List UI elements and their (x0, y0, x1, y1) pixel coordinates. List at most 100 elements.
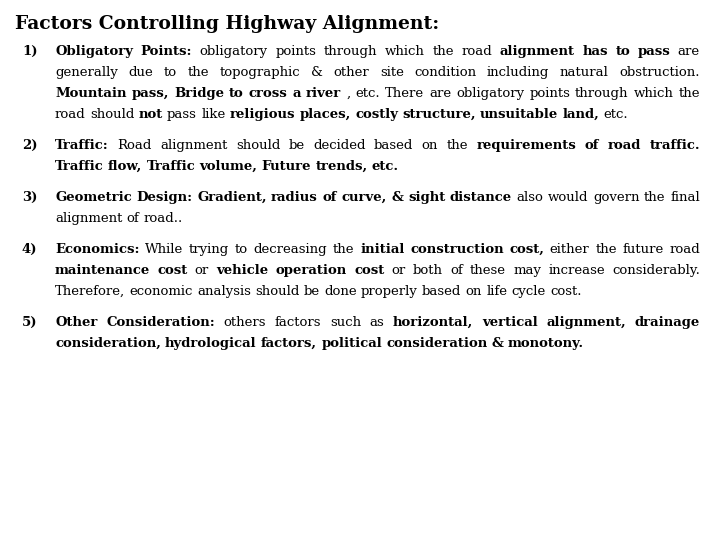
Text: Geometric: Geometric (55, 191, 132, 204)
Text: based: based (374, 139, 413, 152)
Text: cross: cross (248, 87, 287, 100)
Text: volume,: volume, (199, 160, 257, 173)
Text: be: be (289, 139, 305, 152)
Text: or: or (392, 264, 405, 277)
Text: road: road (608, 139, 641, 152)
Text: the: the (432, 45, 454, 58)
Text: Other: Other (55, 316, 97, 329)
Text: monotony.: monotony. (508, 337, 584, 350)
Text: cost: cost (354, 264, 384, 277)
Text: Consideration:: Consideration: (106, 316, 215, 329)
Text: &: & (492, 337, 504, 350)
Text: would: would (548, 191, 588, 204)
Text: of: of (127, 212, 140, 225)
Text: future: future (622, 243, 664, 256)
Text: condition: condition (414, 66, 477, 79)
Text: to: to (616, 45, 630, 58)
Text: requirements: requirements (477, 139, 576, 152)
Text: alignment: alignment (160, 139, 228, 152)
Text: places,: places, (300, 108, 351, 121)
Text: Economics:: Economics: (55, 243, 140, 256)
Text: to: to (229, 87, 243, 100)
Text: decided: decided (313, 139, 366, 152)
Text: may: may (513, 264, 541, 277)
Text: cycle: cycle (512, 285, 546, 298)
Text: pass,: pass, (132, 87, 169, 100)
Text: based: based (422, 285, 462, 298)
Text: trends,: trends, (315, 160, 367, 173)
Text: not: not (139, 108, 163, 121)
Text: distance: distance (450, 191, 512, 204)
Text: etc.: etc. (355, 87, 380, 100)
Text: should: should (90, 108, 135, 121)
Text: through: through (324, 45, 377, 58)
Text: points: points (275, 45, 316, 58)
Text: &: & (392, 191, 403, 204)
Text: generally: generally (55, 66, 118, 79)
Text: Future: Future (261, 160, 311, 173)
Text: construction: construction (410, 243, 504, 256)
Text: religious: religious (230, 108, 295, 121)
Text: Traffic:: Traffic: (55, 139, 109, 152)
Text: both: both (413, 264, 443, 277)
Text: also: also (516, 191, 544, 204)
Text: river: river (306, 87, 341, 100)
Text: on: on (466, 285, 482, 298)
Text: these: these (470, 264, 506, 277)
Text: as: as (369, 316, 384, 329)
Text: Traffic: Traffic (55, 160, 104, 173)
Text: While: While (145, 243, 184, 256)
Text: initial: initial (360, 243, 405, 256)
Text: hydrological: hydrological (165, 337, 257, 350)
Text: should: should (255, 285, 300, 298)
Text: curve,: curve, (341, 191, 387, 204)
Text: etc.: etc. (603, 108, 628, 121)
Text: drainage: drainage (635, 316, 700, 329)
Text: obligatory: obligatory (456, 87, 524, 100)
Text: Mountain: Mountain (55, 87, 127, 100)
Text: like: like (202, 108, 225, 121)
Text: are: are (678, 45, 700, 58)
Text: other: other (333, 66, 369, 79)
Text: should: should (235, 139, 280, 152)
Text: decreasing: decreasing (253, 243, 328, 256)
Text: Design:: Design: (136, 191, 192, 204)
Text: political: political (321, 337, 382, 350)
Text: topographic: topographic (220, 66, 300, 79)
Text: either: either (550, 243, 590, 256)
Text: alignment,: alignment, (546, 316, 626, 329)
Text: which: which (634, 87, 673, 100)
Text: operation: operation (276, 264, 347, 277)
Text: such: such (330, 316, 361, 329)
Text: consideration: consideration (386, 337, 487, 350)
Text: through: through (575, 87, 629, 100)
Text: the: the (678, 87, 700, 100)
Text: consideration,: consideration, (55, 337, 161, 350)
Text: be: be (304, 285, 320, 298)
Text: flow,: flow, (108, 160, 143, 173)
Text: done: done (324, 285, 356, 298)
Text: Obligatory: Obligatory (55, 45, 133, 58)
Text: Bridge: Bridge (174, 87, 224, 100)
Text: 4): 4) (22, 243, 37, 256)
Text: to: to (164, 66, 177, 79)
Text: sight: sight (408, 191, 445, 204)
Text: final: final (670, 191, 700, 204)
Text: unsuitable: unsuitable (480, 108, 558, 121)
Text: site: site (379, 66, 404, 79)
Text: factors,: factors, (261, 337, 317, 350)
Text: road..: road.. (143, 212, 183, 225)
Text: on: on (422, 139, 438, 152)
Text: the: the (644, 191, 666, 204)
Text: vertical: vertical (482, 316, 538, 329)
Text: properly: properly (361, 285, 418, 298)
Text: analysis: analysis (197, 285, 251, 298)
Text: vehicle: vehicle (216, 264, 269, 277)
Text: a: a (292, 87, 301, 100)
Text: considerably.: considerably. (612, 264, 700, 277)
Text: of: of (323, 191, 337, 204)
Text: cost.: cost. (550, 285, 582, 298)
Text: Gradient,: Gradient, (197, 191, 266, 204)
Text: Therefore,: Therefore, (55, 285, 125, 298)
Text: road: road (55, 108, 86, 121)
